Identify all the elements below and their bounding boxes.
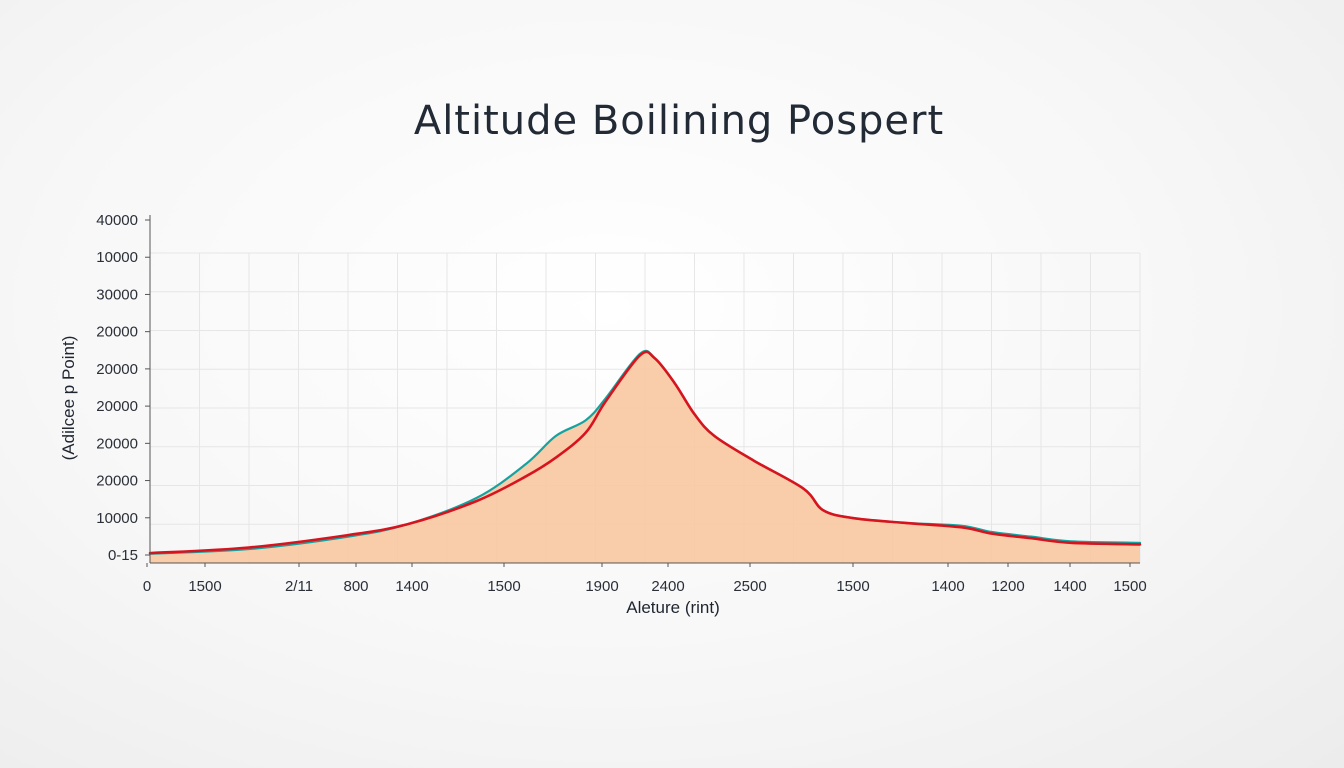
x-tick-label: 1500 <box>836 578 869 595</box>
x-tick-label: 1400 <box>931 578 964 595</box>
x-tick-label: 2500 <box>733 578 766 595</box>
series-lines <box>148 349 1142 555</box>
x-tick-label: 1900 <box>585 578 618 595</box>
x-tick-label: 1200 <box>991 578 1024 595</box>
y-axis-ticks: 40000 10000 30000 20000 20000 20000 20000 20000… <box>96 212 150 564</box>
y-tick-label: 40000 <box>96 212 138 229</box>
y-tick-label: 30000 <box>96 286 138 303</box>
y-tick-label: 0-15 <box>108 547 138 564</box>
series-line-2 <box>148 350 1142 555</box>
y-tick-label: 20000 <box>96 435 138 452</box>
x-tick-label: 1500 <box>487 578 520 595</box>
x-tick-label: 1400 <box>395 578 428 595</box>
x-tick-label: 0 <box>143 578 151 595</box>
y-tick-label: 20000 <box>96 473 138 490</box>
x-tick-label: 2400 <box>651 578 684 595</box>
x-tick-label: 2/11 <box>285 578 313 595</box>
x-axis-title: Aleture (rint) <box>626 598 720 617</box>
y-axis-title: (Adilcee p Point) <box>59 336 78 461</box>
y-tick-label: 20000 <box>96 361 138 378</box>
x-tick-label: 1500 <box>1113 578 1146 595</box>
x-tick-label: 1500 <box>188 578 221 595</box>
x-axis-ticks: 0 1500 2/11 800 1400 1500 1900 2400 2500 1500 1400… <box>143 563 1147 595</box>
y-tick-label: 20000 <box>96 324 138 341</box>
chart-title: Altitude Boilining Pospert <box>413 98 945 144</box>
x-tick-label: 1400 <box>1053 578 1086 595</box>
area-fill <box>150 350 1140 563</box>
x-tick-label: 800 <box>343 578 368 595</box>
y-tick-label: 10000 <box>96 249 138 266</box>
y-tick-label: 10000 <box>96 510 138 527</box>
y-tick-label: 20000 <box>96 398 138 415</box>
